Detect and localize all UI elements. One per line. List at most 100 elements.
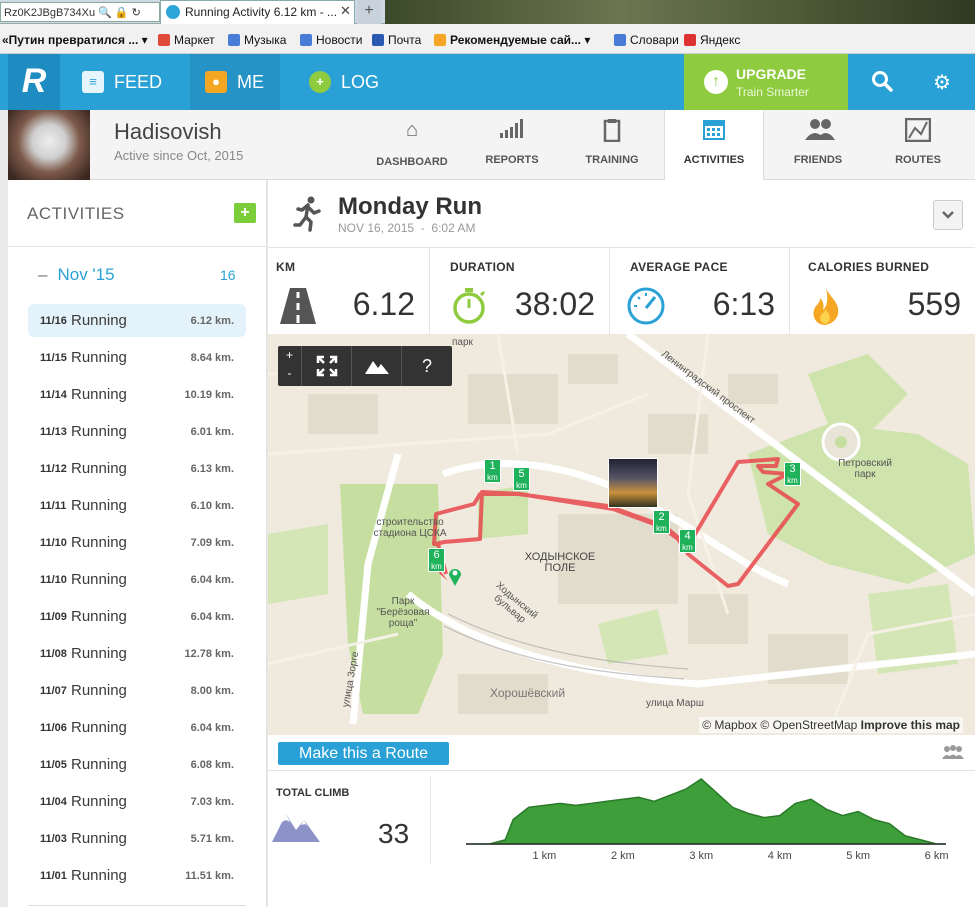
tab-friends[interactable]: FRIENDS [768, 110, 868, 180]
add-activity-button[interactable]: + [234, 203, 256, 223]
activity-list-item[interactable]: 11/09 Running 6.04 km. [28, 600, 246, 633]
km-marker-5[interactable]: 5 km [513, 467, 530, 491]
terrain-icon[interactable] [352, 346, 402, 386]
activity-date: 11/03 [40, 833, 67, 845]
month-label: Nov '15 [57, 265, 115, 284]
flame-icon [808, 286, 852, 326]
tab-training[interactable]: TRAINING [562, 110, 662, 180]
bookmark-item[interactable]: «Путин превратился ... ▾ [2, 33, 148, 47]
route-map[interactable]: парк Ленинградский проспект Петровский п… [268, 334, 975, 735]
nav-feed-label: FEED [114, 72, 163, 92]
activity-list-item[interactable]: 11/15 Running 8.64 km. [28, 341, 246, 374]
bookmark-icon [228, 34, 240, 46]
bookmark-item[interactable]: Почта [372, 33, 421, 47]
activity-list-item[interactable]: 11/14 Running 10.19 km. [28, 378, 246, 411]
x-tick-label: 5 km [846, 850, 870, 862]
avatar[interactable] [8, 110, 90, 180]
bookmarks-bar: «Путин превратился ... ▾ Маркет Музыка Ново… [0, 24, 975, 54]
bookmark-icon [684, 34, 696, 46]
tab-reports[interactable]: REPORTS [462, 110, 562, 180]
km-marker-1[interactable]: 1 km [484, 459, 501, 483]
nav-log[interactable]: + LOG [309, 54, 379, 110]
help-button[interactable]: ? [421, 356, 432, 376]
activity-date: 11/11 [40, 500, 67, 512]
stat-calories-value: 559 [907, 286, 961, 322]
dropdown-caret-icon: ▾ [581, 33, 591, 47]
bookmark-item[interactable]: Новости [300, 33, 362, 47]
km-marker-3[interactable]: 3 km [784, 462, 801, 486]
activity-photo-thumbnail[interactable] [608, 458, 658, 508]
tab-activities[interactable]: ACTIVITIES [664, 110, 764, 181]
month-header[interactable]: – Nov '15 [38, 265, 115, 285]
activity-type: Running [71, 571, 127, 588]
activity-list-item[interactable]: 11/10 Running 6.04 km. [28, 563, 246, 596]
activity-list-item[interactable]: 11/10 Running 7.09 km. [28, 526, 246, 559]
map-canvas [268, 334, 975, 735]
start-pin-icon[interactable] [448, 566, 462, 586]
friends-icon [805, 118, 835, 142]
make-route-button[interactable]: Make this a Route [278, 742, 449, 765]
km-marker-4[interactable]: 4 km [679, 529, 696, 553]
tab-close-icon[interactable]: ✕ [340, 3, 351, 18]
stat-km-value: 6.12 [352, 286, 415, 322]
bookmark-label: Почта [388, 33, 422, 47]
km-marker-2[interactable]: 2 km [653, 510, 670, 534]
x-tick-label: 1 km [533, 850, 557, 862]
activity-list-item[interactable]: 11/12 Running 6.13 km. [28, 452, 246, 485]
bookmark-item[interactable]: Музыка [228, 33, 286, 47]
activity-list-item[interactable]: 11/16 Running 6.12 km. [28, 304, 246, 337]
activity-km: 6.12 km. [190, 315, 234, 327]
stat-duration: DURATION 38:02 [430, 248, 610, 334]
km-marker-6[interactable]: 6 km [428, 548, 445, 572]
activity-list-item[interactable]: 11/03 Running 5.71 km. [28, 822, 246, 855]
osm-link[interactable]: © OpenStreetMap [760, 718, 858, 732]
bookmark-item[interactable]: Рекомендуемые сай... ▾ [434, 33, 590, 47]
tab-dashboard[interactable]: ⌂ DASHBOARD [376, 119, 448, 168]
browser-tab[interactable]: Running Activity 6.12 km - ... [160, 0, 355, 24]
activity-list-item[interactable]: 11/04 Running 7.03 km. [28, 785, 246, 818]
elevation-chart: 1 km 2 km 3 km 4 km 5 km 6 km [466, 778, 949, 862]
bookmark-label: Новости [316, 33, 363, 47]
new-tab-button[interactable]: + [357, 0, 381, 24]
zoom-out-button[interactable]: - [287, 366, 292, 380]
nav-feed[interactable]: ≡ FEED [82, 54, 162, 110]
mapbox-link[interactable]: © Mapbox [702, 718, 758, 732]
map-route-icon [904, 117, 932, 143]
user-icon: ● [205, 71, 227, 93]
x-tick-label: 3 km [689, 850, 713, 862]
tab-routes[interactable]: ROUTES [868, 110, 968, 180]
bookmark-item[interactable]: Словари [614, 33, 679, 47]
fullscreen-icon[interactable] [302, 346, 352, 386]
people-icon[interactable] [942, 745, 964, 761]
activity-list-item[interactable]: 11/01 Running 11.51 km. [28, 859, 246, 892]
activity-date: 11/14 [40, 389, 67, 401]
activity-list-item[interactable]: 11/13 Running 6.01 km. [28, 415, 246, 448]
elevation-area [466, 778, 946, 845]
activity-list-item[interactable]: 11/08 Running 12.78 km. [28, 637, 246, 670]
map-label: ХОДЫНСКОЕ ПОЛЕ [524, 551, 596, 574]
address-bar[interactable]: Rz0K2JBgB734Xu 🔍 🔒 ↻ [0, 2, 160, 22]
improve-map-link[interactable]: Improve this map [860, 718, 960, 732]
activities-sidebar: ACTIVITIES + – Nov '15 16 11/16 Running 6.1… [8, 180, 267, 907]
bookmark-item[interactable]: Яндекс [684, 33, 740, 47]
activity-km: 6.04 km. [190, 574, 234, 586]
arrow-up-icon: ↑ [704, 70, 728, 94]
upgrade-button[interactable]: ↑ UPGRADE Train Smarter [684, 54, 848, 110]
map-label: строительство стадиона ЦСКА [373, 517, 447, 539]
activity-type: Running [71, 460, 127, 477]
activity-list-item[interactable]: 11/05 Running 6.08 km. [28, 748, 246, 781]
stat-pace-value: 6:13 [712, 286, 775, 322]
activity-type: Running [71, 682, 127, 699]
activity-list-item[interactable]: 11/07 Running 8.00 km. [28, 674, 246, 707]
zoom-in-button[interactable]: + [285, 348, 293, 362]
user-name[interactable]: Hadisovish [114, 119, 222, 144]
search-icon[interactable] [870, 70, 894, 94]
runkeeper-logo-icon[interactable]: R [8, 54, 60, 110]
stat-calories: CALORIES BURNED 559 [790, 248, 975, 334]
activity-list-item[interactable]: 11/11 Running 6.10 km. [28, 489, 246, 522]
gear-icon[interactable]: ⚙ [933, 72, 951, 94]
activity-list-item[interactable]: 11/06 Running 6.04 km. [28, 711, 246, 744]
nav-me[interactable]: ● ME [205, 54, 264, 110]
bookmark-item[interactable]: Маркет [158, 33, 215, 47]
activity-options-dropdown[interactable] [933, 200, 963, 230]
